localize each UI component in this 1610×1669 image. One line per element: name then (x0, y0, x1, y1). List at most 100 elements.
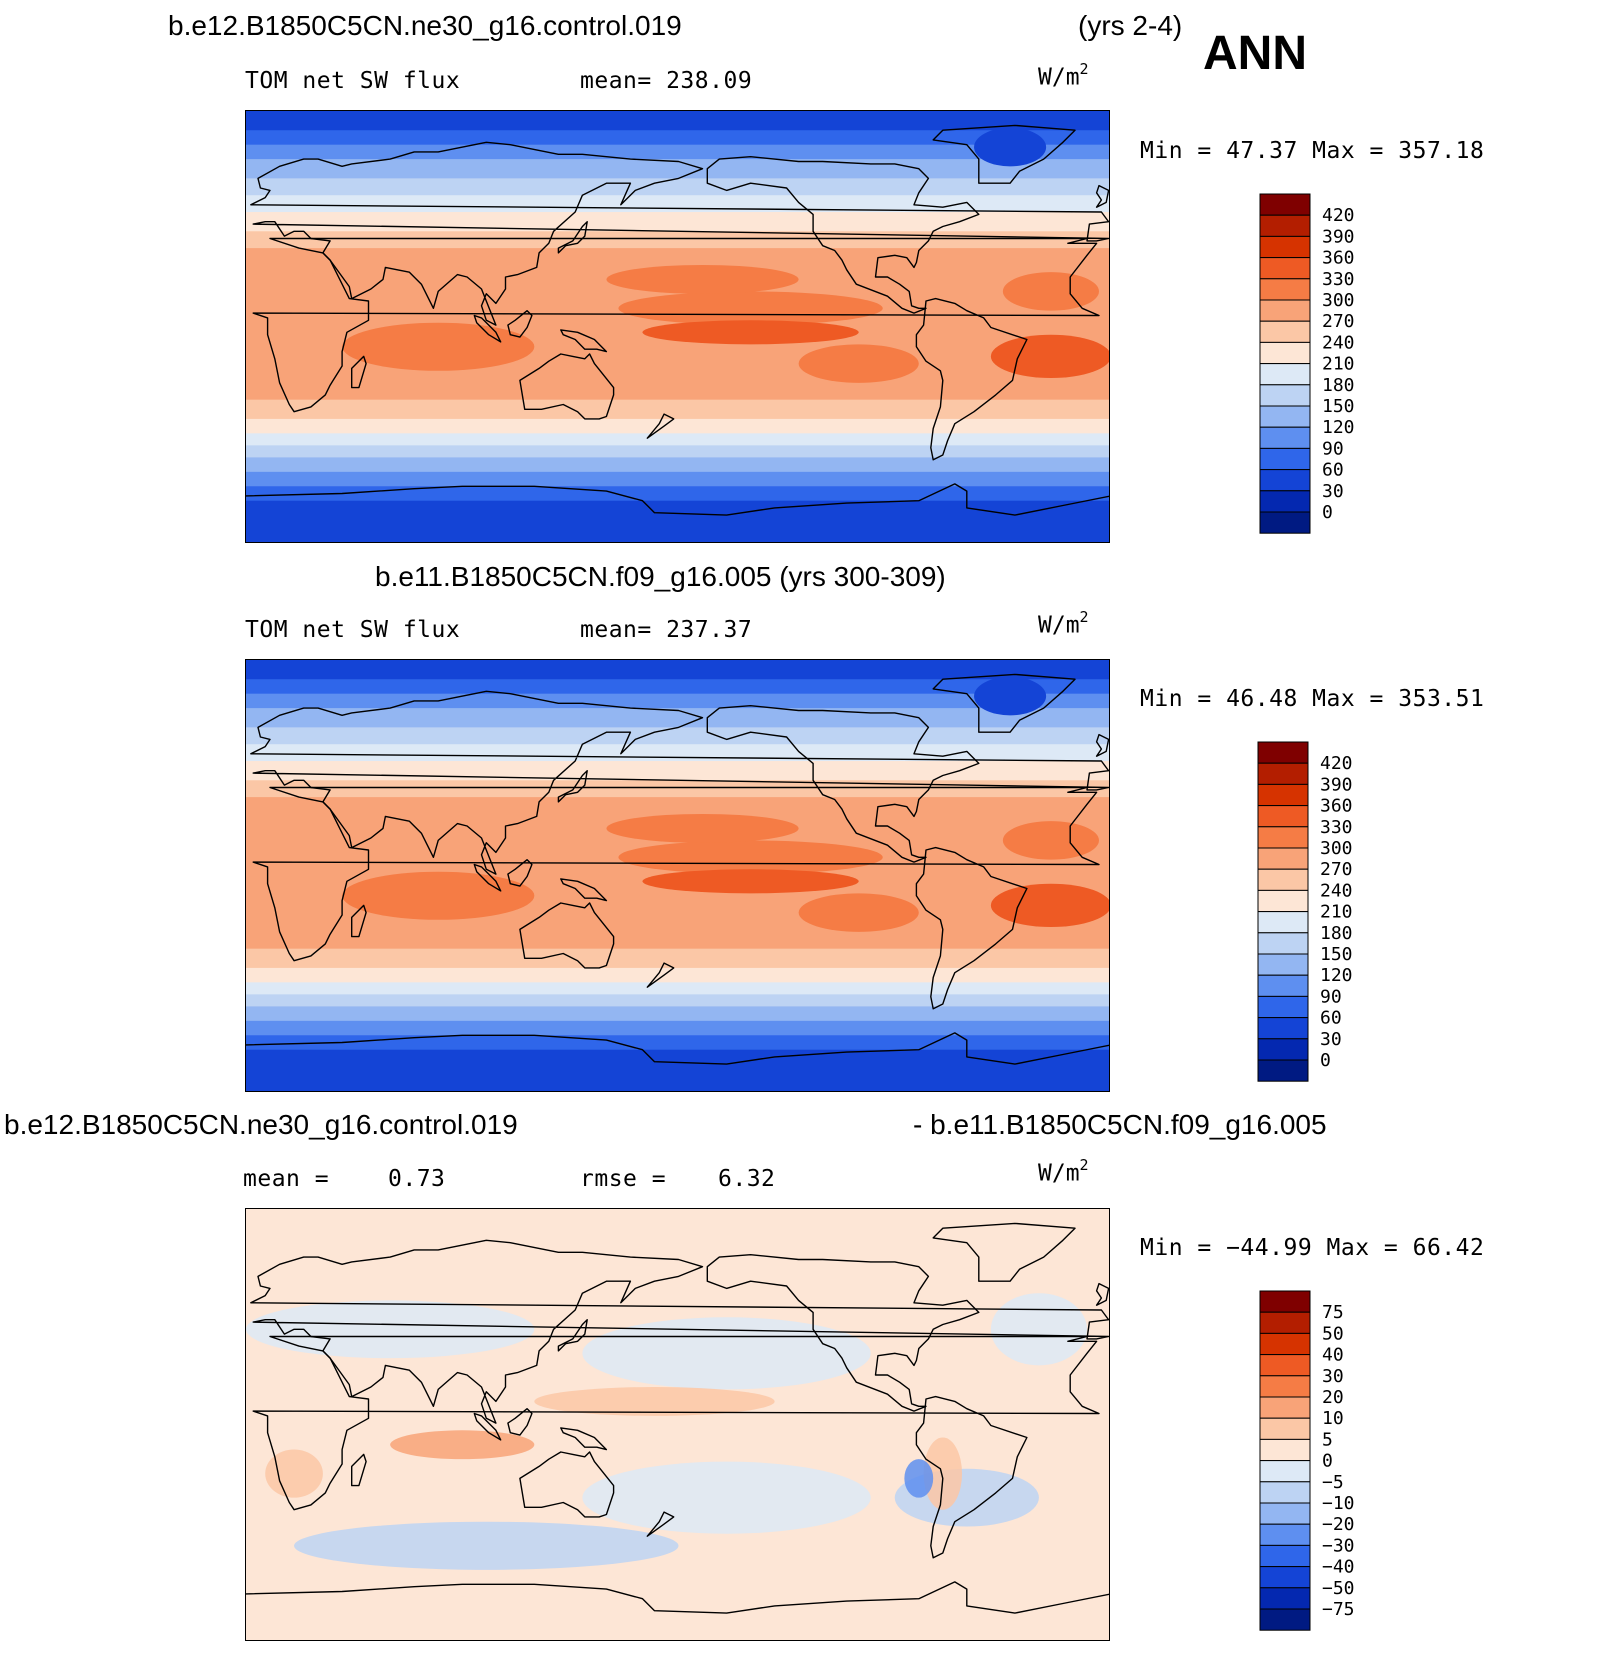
colorbar-level-label: 420 (1322, 205, 1355, 226)
panel3-minmax: Min = −44.99 Max = 66.42 (1140, 1235, 1485, 1261)
colorbar-swatch (1259, 363, 1311, 386)
colorbar-swatch (1259, 490, 1311, 513)
season-label: ANN (1203, 27, 1307, 80)
colorbar-level-label: 60 (1322, 460, 1344, 481)
colorbar-level-label: −10 (1322, 1493, 1355, 1514)
panel2-mean: mean= 237.37 (580, 617, 753, 643)
colorbar-swatch (1257, 953, 1309, 976)
coastline-samerica (915, 297, 1028, 461)
colorbar-swatch (1259, 1502, 1311, 1525)
coastline-nz (646, 962, 675, 988)
colorbar-swatch (1257, 783, 1309, 807)
colorbar-level-label: 270 (1322, 311, 1355, 332)
colorbar-level-label: 180 (1322, 375, 1355, 396)
coastline-ngguinea (560, 1427, 608, 1451)
coastline-samerica (915, 846, 1028, 1010)
colorbar-level-label: 0 (1322, 1451, 1333, 1472)
diff-rmse-value: 6.32 (718, 1166, 776, 1192)
coastlines (246, 124, 1109, 516)
flux-field (246, 660, 1109, 1091)
colorbar-level-label: 270 (1320, 859, 1353, 880)
colorbar-level-label: 150 (1322, 396, 1355, 417)
panel2-units: W/m2 (1038, 608, 1089, 639)
colorbar-level-label: 120 (1320, 965, 1353, 986)
coastline-europe (250, 1239, 1109, 1424)
colorbar-level-label: 150 (1320, 944, 1353, 965)
colorbar-level-label: 0 (1322, 502, 1333, 523)
coastline-uk (1095, 733, 1109, 757)
colorbar-level-label: 420 (1320, 753, 1353, 774)
coastline-uk (1095, 184, 1109, 208)
colorbar-swatch (1259, 1311, 1311, 1334)
colorbar-level-label: −75 (1322, 1599, 1355, 1620)
colorbar-swatch (1259, 1438, 1311, 1462)
coastline-antarctica (246, 1032, 1109, 1065)
colorbar-level-label: 330 (1320, 817, 1353, 838)
flux-field (246, 1209, 1109, 1640)
colorbar-level-label: 30 (1320, 1029, 1342, 1050)
colorbar-swatch (1259, 341, 1311, 365)
coastline-namerica (706, 1254, 980, 1412)
coastline-sumatra (473, 863, 502, 892)
colorbar-level-label: 180 (1320, 923, 1353, 944)
colorbar-swatch (1259, 1375, 1311, 1398)
coastline-greenland (932, 673, 1076, 733)
coastline-madagascar (351, 355, 367, 389)
coastline-europe (250, 690, 1109, 875)
colorbar-swatch (1259, 257, 1311, 280)
colorbar-level-label: 300 (1320, 838, 1353, 859)
colorbar-swatch (1259, 426, 1311, 449)
colorbar-swatch (1257, 1038, 1309, 1061)
colorbar-swatch (1257, 974, 1309, 997)
colorbar-swatch (1259, 1460, 1311, 1483)
coastline-antarctica (246, 1581, 1109, 1614)
colorbar-level-label: 390 (1320, 774, 1353, 795)
coastline-borneo (507, 310, 533, 338)
colorbar-level-label: 390 (1322, 226, 1355, 247)
panel2-map (245, 659, 1110, 1092)
colorbar-level-label: −50 (1322, 1578, 1355, 1599)
colorbar-level-label: −30 (1322, 1535, 1355, 1556)
case1-years: (yrs 2-4) (1078, 10, 1183, 41)
coastline-japan (557, 1319, 588, 1352)
coastlines (246, 1222, 1109, 1614)
colorbar-swatch (1259, 1523, 1311, 1546)
coastline-europe (250, 141, 1109, 326)
colorbar-level-label: 0 (1320, 1050, 1331, 1071)
panel1-colorbar: 420 390 360 330 300 270 240 210 180 150 120 90 60 30 0 (1259, 193, 1380, 535)
coastline-madagascar (351, 1453, 367, 1487)
colorbar-level-label: 300 (1322, 290, 1355, 311)
colorbar-swatch (1259, 320, 1311, 343)
colorbar-swatch (1257, 868, 1309, 891)
colorbar-swatch (1259, 1544, 1311, 1568)
colorbar-level-label: 5 (1322, 1429, 1333, 1450)
colorbar-level-label: −40 (1322, 1557, 1355, 1578)
colorbar-swatch (1259, 447, 1311, 471)
diff-rmse-label: rmse = (580, 1166, 667, 1192)
colorbar-swatch (1259, 384, 1311, 407)
coastline-greenland (932, 1222, 1076, 1282)
coastline-uk (1095, 1282, 1109, 1306)
coastline-nz (646, 1511, 675, 1537)
coastline-nz (646, 413, 675, 439)
colorbar-level-label: 20 (1322, 1387, 1344, 1408)
colorbar-swatch (1259, 1481, 1311, 1504)
diff-right-title: - b.e11.B1850C5CN.f09_g16.005 (913, 1109, 1327, 1140)
coastline-namerica (706, 705, 980, 863)
coastlines (246, 673, 1109, 1065)
coastline-japan (557, 770, 588, 803)
colorbar-swatch (1259, 1566, 1311, 1589)
colorbar-swatch (1259, 469, 1311, 492)
panel1-units: W/m2 (1038, 60, 1089, 91)
coastline-australia (519, 353, 615, 420)
colorbar-swatch (1259, 1332, 1311, 1356)
colorbar-swatch (1259, 235, 1311, 259)
colorbar-level-label: 30 (1322, 1366, 1344, 1387)
coastline-borneo (507, 859, 533, 887)
panel1-mean: mean= 238.09 (580, 68, 753, 94)
colorbar-swatch (1257, 1059, 1309, 1082)
panel1-variable: TOM net SW flux (245, 68, 461, 94)
colorbar-level-label: 240 (1322, 332, 1355, 353)
